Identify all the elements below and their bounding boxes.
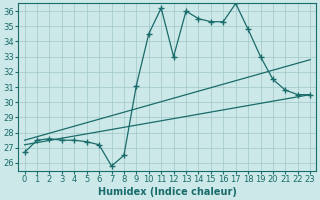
X-axis label: Humidex (Indice chaleur): Humidex (Indice chaleur): [98, 187, 237, 197]
